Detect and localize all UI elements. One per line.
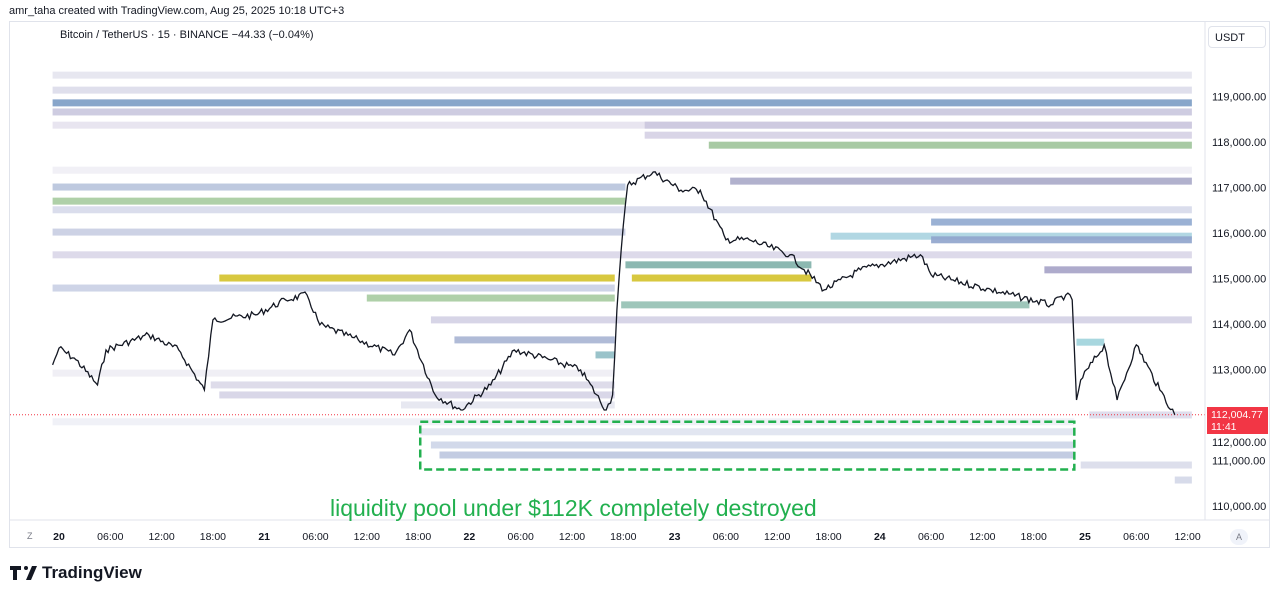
liquidity-band [52,251,1192,259]
y-tick-label: 118,000.00 [1212,137,1266,149]
tradingview-logo: TradingView [10,563,142,583]
liquidity-band [595,351,615,359]
x-tick-label: 25 [1079,531,1091,543]
liquidity-band [52,99,1192,107]
liquidity-pool-box [418,420,1076,471]
x-tick-label: 12:00 [559,531,585,543]
y-tick-label: 115,000.00 [1212,273,1266,285]
x-tick-label: 06:00 [302,531,328,543]
x-tick-label: 24 [874,531,886,543]
liquidity-band [52,228,626,236]
liquidity-band [52,418,1075,426]
tradingview-logo-icon [10,566,37,580]
liquidity-band [644,121,1192,129]
liquidity-band [52,166,1192,174]
liquidity-band [454,336,615,344]
liquidity-band [430,316,1192,324]
liquidity-band [439,451,1075,459]
x-tick-label: 06:00 [508,531,534,543]
liquidity-band [52,206,1192,214]
x-tick-label: 06:00 [918,531,944,543]
liquidity-band [1076,338,1105,346]
x-tick-label: 23 [669,531,681,543]
liquidity-band [644,131,1192,139]
liquidity-band [1044,266,1192,274]
liquidity-band [931,236,1192,244]
y-tick-label: 113,000.00 [1212,364,1266,376]
liquidity-band [52,284,615,292]
y-tick-label: 117,000.00 [1212,182,1266,194]
price-series-line [51,171,1176,415]
liquidity-band [219,391,615,399]
chart-frame [9,21,1270,548]
x-tick-label: 06:00 [1123,531,1149,543]
liquidity-band [430,441,1075,449]
liquidity-band [401,401,615,409]
y-tick-label: 112,000.00 [1212,437,1266,449]
x-tick-label: 18:00 [610,531,636,543]
auto-scale-button[interactable]: A [1230,529,1248,545]
liquidity-band [1080,461,1192,469]
x-tick-label: 22 [464,531,476,543]
liquidity-band [631,274,812,282]
x-tick-label: 18:00 [815,531,841,543]
logo-text: TradingView [42,563,142,582]
liquidity-band [52,121,1192,129]
x-tick-label: 12:00 [969,531,995,543]
x-tick-label: 06:00 [713,531,739,543]
liquidity-band [708,141,1192,149]
last-price-badge: 112,004.77 11:41 [1207,407,1268,434]
x-tick-label: 12:00 [354,531,380,543]
last-price-value: 112,004.77 [1211,409,1263,421]
x-tick-label: 06:00 [97,531,123,543]
y-tick-label: 114,000.00 [1212,319,1266,331]
annotation-text: liquidity pool under $112K completely de… [330,495,817,521]
liquidity-band [1089,411,1192,419]
liquidity-band [931,218,1192,226]
liquidity-band [830,232,1192,240]
currency-selector[interactable]: USDT [1208,26,1266,48]
x-tick-label: 18:00 [405,531,431,543]
x-tick-label: 12:00 [148,531,174,543]
liquidity-band [1174,476,1192,484]
liquidity-band [219,274,615,282]
x-tick-label: 12:00 [1174,531,1200,543]
liquidity-band [52,71,1192,79]
liquidity-band [210,381,615,389]
x-tick-label: 20 [53,531,65,543]
x-tick-label: 18:00 [200,531,226,543]
liquidity-band [52,86,1192,94]
timezone-toggle[interactable]: Z [27,531,33,541]
liquidity-band [625,261,812,269]
symbol-legend[interactable]: Bitcoin / TetherUS · 15 · BINANCE −44.33… [60,29,314,41]
y-tick-label: 110,000.00 [1212,501,1266,513]
x-tick-label: 21 [258,531,270,543]
liquidity-band [52,183,626,191]
bar-countdown: 11:41 [1211,421,1237,433]
x-tick-label: 18:00 [1021,531,1047,543]
y-tick-label: 119,000.00 [1212,91,1266,103]
y-tick-label: 111,000.00 [1212,455,1265,467]
liquidity-band [730,177,1192,185]
liquidity-band [621,301,1030,309]
credit-line: amr_taha created with TradingView.com, A… [9,5,345,17]
liquidity-band [366,294,615,302]
x-tick-label: 12:00 [764,531,790,543]
y-tick-label: 116,000.00 [1212,228,1266,240]
liquidity-band [420,428,1075,436]
liquidity-band [52,369,615,377]
liquidity-band [52,197,626,205]
liquidity-band [52,108,1192,116]
